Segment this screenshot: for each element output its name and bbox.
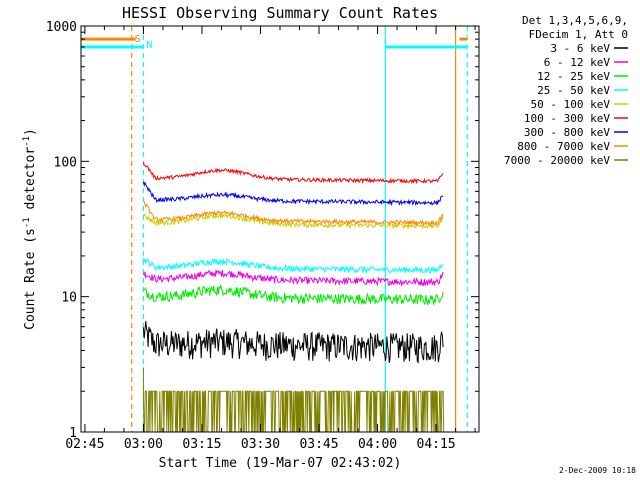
marker-label: S [135, 34, 141, 45]
legend-entry-label: 3 - 6 keV [550, 42, 610, 55]
series-line [142, 161, 444, 185]
x-tick-label: 04:00 [358, 437, 397, 452]
y-axis-label: Count Rate (s-1 detector-1) [22, 128, 38, 330]
status-bars [81, 37, 468, 49]
legend-header: FDecim 1, Att 0 [529, 28, 628, 41]
legend: Det 1,3,4,5,6,9,FDecim 1, Att 03 - 6 keV… [504, 14, 628, 167]
series-line [142, 180, 444, 207]
x-axis-label: Start Time (19-Mar-07 02:43:02) [159, 456, 402, 471]
marker-label: N [146, 40, 152, 51]
x-tick-label: 03:45 [299, 437, 338, 452]
x-tick-label: 03:15 [182, 437, 221, 452]
legend-header: Det 1,3,4,5,6,9, [522, 14, 628, 27]
y-tick-label: 1 [69, 426, 77, 441]
x-tick-label: 03:00 [124, 437, 163, 452]
x-tick-label: 02:45 [65, 437, 104, 452]
y-tick-label: 1000 [46, 20, 77, 35]
series-line [143, 283, 444, 306]
legend-entry-label: 6 - 12 keV [544, 56, 611, 69]
series-line [142, 257, 444, 275]
series-line [142, 320, 444, 364]
legend-entry-label: 7000 - 20000 keV [504, 154, 610, 167]
legend-entry-label: 100 - 300 keV [524, 112, 610, 125]
series-line [142, 390, 445, 432]
legend-entry-label: 50 - 100 keV [531, 98, 611, 111]
series-line [142, 269, 444, 287]
legend-entry-label: 300 - 800 keV [524, 126, 610, 139]
y-tick-label: 100 [54, 155, 77, 170]
legend-entry-label: 800 - 7000 keV [517, 140, 610, 153]
date-stamp: 2-Dec-2009 10:18 [559, 466, 636, 475]
vertical-markers: SN [131, 26, 468, 432]
chart-title: HESSI Observing Summary Count Rates [122, 4, 438, 22]
legend-entry-label: 25 - 50 keV [537, 84, 610, 97]
axes: 02:45 03:00 03:15 03:30 03:45 04:00 04:15 1 10 10… [46, 20, 479, 452]
series-line [142, 212, 444, 230]
plot-frame [80, 25, 480, 433]
legend-entry-label: 12 - 25 keV [537, 70, 610, 83]
y-tick-label: 10 [61, 291, 77, 306]
series-group [142, 161, 445, 432]
series-line [142, 200, 444, 227]
x-tick-label: 04:15 [417, 437, 456, 452]
x-tick-label: 03:30 [241, 437, 280, 452]
